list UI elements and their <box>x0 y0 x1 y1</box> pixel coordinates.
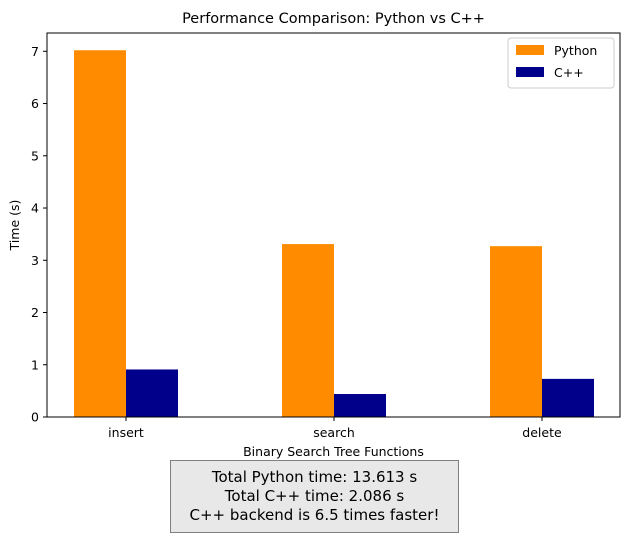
summary-box: Total Python time: 13.613 s Total C++ ti… <box>170 460 459 533</box>
y-tick-label-7: 7 <box>31 44 39 59</box>
x-tick-label-insert: insert <box>108 425 144 440</box>
y-tick-label-1: 1 <box>31 357 39 372</box>
python-total-text: Total Python time: 13.613 s <box>211 468 418 486</box>
bar-c-insert <box>126 369 178 417</box>
x-tick-label-delete: delete <box>522 425 562 440</box>
y-tick-label-4: 4 <box>31 201 39 216</box>
speedup-text: C++ backend is 6.5 times faster! <box>189 506 440 524</box>
legend-swatch-c <box>516 67 544 77</box>
y-axis-label: Time (s) <box>7 200 22 252</box>
y-tick-label-0: 0 <box>31 410 39 425</box>
y-tick-label-2: 2 <box>31 305 39 320</box>
y-tick-label-6: 6 <box>31 96 39 111</box>
bar-c-delete <box>542 378 594 417</box>
legend-swatch-python <box>516 45 544 55</box>
legend-label-c: C++ <box>554 65 584 80</box>
y-tick-label-5: 5 <box>31 148 39 163</box>
chart-title: Performance Comparison: Python vs C++ <box>182 11 485 27</box>
bar-python-delete <box>490 246 542 417</box>
legend-label-python: Python <box>554 43 597 58</box>
cpp-total-text: Total C++ time: 2.086 s <box>224 487 405 505</box>
x-axis-label: Binary Search Tree Functions <box>243 444 424 459</box>
y-tick-label-3: 3 <box>31 253 39 268</box>
x-tick-label-search: search <box>313 425 355 440</box>
bar-python-insert <box>74 50 126 418</box>
bar-c-search <box>334 394 386 417</box>
bar-python-search <box>282 244 334 417</box>
